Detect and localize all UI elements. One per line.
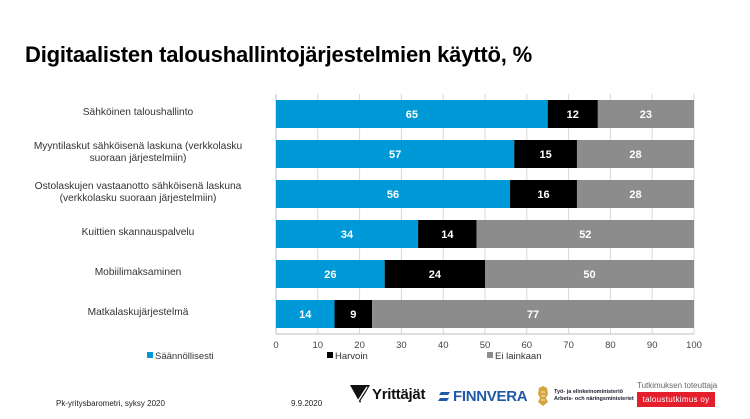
category-label-line: Myyntilaskut sähköisenä laskuna (verkkol… xyxy=(33,140,243,152)
data-label: 14 xyxy=(441,229,454,241)
bar-segment xyxy=(597,100,694,128)
category-label: Myyntilaskut sähköisenä laskuna (verkkol… xyxy=(8,141,268,166)
bar-segment xyxy=(384,260,485,288)
data-label: 52 xyxy=(579,229,591,241)
bar-segment xyxy=(334,300,373,328)
category-label: Sähköinen taloushallinto xyxy=(8,107,268,120)
legend-label: Ei lainkaan xyxy=(495,351,542,362)
category-label-line: Sähköinen taloushallinto xyxy=(82,106,194,118)
data-label: 57 xyxy=(389,149,401,161)
research-label: Tutkimuksen toteuttaja xyxy=(637,381,718,390)
data-label: 77 xyxy=(527,309,539,321)
category-label: Matkalaskujärjestelmä xyxy=(8,307,268,320)
data-label: 26 xyxy=(324,269,336,281)
data-label: 56 xyxy=(387,189,399,201)
category-label: Kuittien skannauspalvelu xyxy=(8,227,268,240)
legend-item: Säännöllisesti xyxy=(147,351,214,362)
finnvera-mark-icon xyxy=(438,391,450,401)
footer-date: 9.9.2020 xyxy=(291,399,323,408)
finnvera-logo-text: FINNVERA xyxy=(453,388,528,405)
tem-line-2: Arbets- och näringsministeriet xyxy=(554,396,634,402)
bar-segment xyxy=(276,260,385,288)
data-label: 9 xyxy=(350,309,356,321)
data-label: 50 xyxy=(583,269,595,281)
x-tick-label: 100 xyxy=(686,340,702,351)
bar-segment xyxy=(576,140,694,168)
bar-segment xyxy=(514,140,577,168)
legend-label: Harvoin xyxy=(335,351,368,362)
bar-segment xyxy=(276,140,515,168)
category-label-line: suoraan järjestelmiin) xyxy=(89,153,187,164)
yrittajat-mark-icon xyxy=(350,385,370,403)
bar-segment xyxy=(276,220,419,248)
category-label: Mobiilimaksaminen xyxy=(8,267,268,280)
tem-line-1: Työ- ja elinkeinoministeriö xyxy=(554,389,623,395)
category-label-line: Ostolaskujen vastaanotto sähköisenä lask… xyxy=(34,180,242,192)
data-label: 16 xyxy=(537,189,549,201)
data-label: 65 xyxy=(406,109,418,121)
tem-logo: Työ- ja elinkeinoministeriö Arbets- och … xyxy=(536,386,634,406)
x-tick-label: 50 xyxy=(480,340,491,351)
research-company-badge: taloustutkimus oy xyxy=(637,392,715,407)
bar-segment xyxy=(276,100,548,128)
category-label-line: (verkkolasku suoraan järjestelmiin) xyxy=(59,193,217,204)
data-label: 34 xyxy=(341,229,354,241)
bar-segment xyxy=(547,100,598,128)
bar-segment xyxy=(372,300,694,328)
legend-item: Ei lainkaan xyxy=(487,351,541,362)
legend-label: Säännöllisesti xyxy=(155,351,214,362)
category-label-line: Kuittien skannauspalvelu xyxy=(81,226,195,238)
legend-swatch xyxy=(147,352,153,358)
legend-item: Harvoin xyxy=(327,351,368,362)
bar-segment xyxy=(485,260,694,288)
bar-segment xyxy=(576,180,694,208)
yrittajat-logo-text: Yrittäjät xyxy=(372,385,426,403)
footer-source: Pk-yritysbarometri, syksy 2020 xyxy=(56,399,165,408)
category-label-line: Matkalaskujärjestelmä xyxy=(87,306,189,318)
finnvera-logo: FINNVERA xyxy=(438,388,528,405)
data-label: 12 xyxy=(567,109,579,121)
x-tick-label: 10 xyxy=(313,340,324,351)
data-label: 14 xyxy=(299,309,312,321)
yrittajat-logo: Yrittäjät xyxy=(350,385,425,403)
category-label-line: Mobiilimaksaminen xyxy=(94,266,182,278)
x-tick-label: 30 xyxy=(396,340,407,351)
bar-segment xyxy=(276,180,511,208)
bar-segment xyxy=(418,220,477,248)
legend-swatch xyxy=(487,352,493,358)
slide-title: Digitaalisten taloushallintojärjestelmie… xyxy=(25,42,532,67)
x-tick-label: 40 xyxy=(438,340,449,351)
x-tick-label: 70 xyxy=(563,340,574,351)
bar-segment xyxy=(476,220,694,248)
lion-crest-icon xyxy=(538,386,548,406)
data-label: 15 xyxy=(539,149,551,161)
bar-segment xyxy=(276,300,335,328)
data-label: 28 xyxy=(629,149,641,161)
x-tick-label: 90 xyxy=(647,340,658,351)
data-label: 23 xyxy=(640,109,652,121)
x-tick-label: 60 xyxy=(522,340,533,351)
legend-swatch xyxy=(327,352,333,358)
data-label: 24 xyxy=(429,269,442,281)
bar-segment xyxy=(510,180,577,208)
x-tick-label: 80 xyxy=(605,340,616,351)
category-label: Ostolaskujen vastaanotto sähköisenä lask… xyxy=(8,181,268,206)
x-tick-label: 20 xyxy=(354,340,365,351)
x-tick-label: 0 xyxy=(273,340,278,351)
data-label: 28 xyxy=(629,189,641,201)
